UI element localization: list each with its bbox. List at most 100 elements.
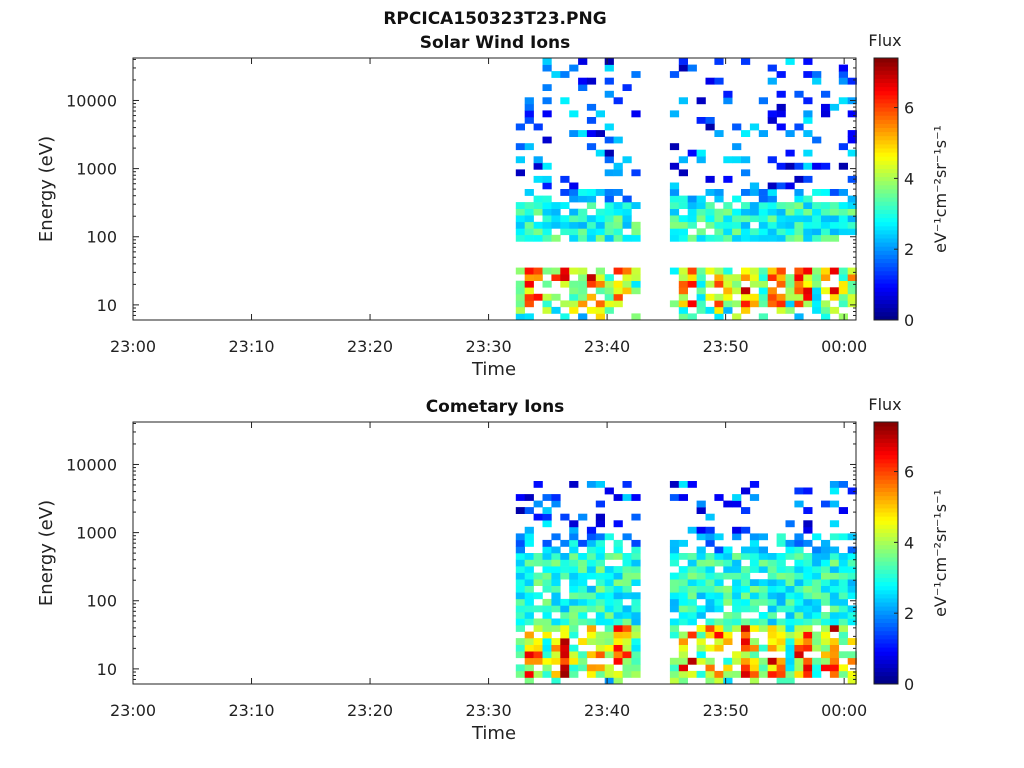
heatmap-cell — [803, 664, 813, 672]
heatmap-cell — [524, 228, 534, 236]
colorbar-swatch — [874, 422, 898, 427]
heatmap-cell — [595, 500, 605, 508]
heatmap-cell — [732, 215, 742, 223]
colorbar-swatch — [874, 479, 898, 484]
heatmap-cell — [758, 189, 768, 196]
colorbar-tick-label: 0 — [904, 311, 914, 330]
heatmap-cell — [542, 182, 552, 190]
x-tick-label: 23:30 — [466, 701, 512, 720]
heatmap-cell — [604, 572, 614, 580]
heatmap-cell — [669, 189, 680, 196]
heatmap-cell — [794, 274, 804, 281]
heatmap-cell — [794, 202, 804, 209]
heatmap-cell — [803, 572, 813, 580]
colorbar-swatch — [874, 639, 898, 644]
heatmap-cell — [741, 631, 751, 639]
heatmap-cell — [622, 156, 632, 164]
heatmap-cell — [631, 651, 641, 659]
heatmap-cell — [569, 306, 579, 314]
colorbar-swatch — [874, 66, 898, 71]
heatmap-cell — [533, 123, 543, 131]
heatmap-cell — [515, 234, 525, 242]
heatmap-cell — [604, 638, 614, 645]
heatmap-cell — [821, 651, 831, 659]
heatmap-cell — [821, 638, 831, 645]
heatmap-cell — [829, 234, 840, 242]
heatmap-cell — [542, 572, 552, 580]
heatmap-cell — [678, 293, 688, 301]
heatmap-cell — [678, 215, 688, 223]
heatmap-cell — [524, 664, 534, 672]
colorbar-swatch — [874, 213, 898, 219]
heatmap-cell — [776, 300, 786, 308]
heatmap-cell — [812, 553, 822, 560]
heatmap-cell — [829, 664, 840, 672]
heatmap-cell — [838, 592, 848, 600]
heatmap-cell — [569, 533, 579, 541]
heatmap-cell — [586, 103, 597, 111]
heatmap-cell — [542, 546, 552, 554]
heatmap-cell — [604, 77, 614, 85]
heatmap-cell — [533, 618, 543, 626]
heatmap-cell — [569, 182, 579, 190]
heatmap-cell — [669, 202, 680, 209]
heatmap-cell — [560, 618, 570, 626]
heatmap-cell — [785, 300, 795, 308]
heatmap-cell — [776, 670, 786, 678]
heatmap-cell — [560, 638, 570, 645]
heatmap-cell — [595, 644, 605, 652]
heatmap-cell — [758, 208, 768, 216]
heatmap-cell — [767, 156, 777, 164]
heatmap-cell — [847, 136, 857, 144]
heatmap-cell — [758, 130, 768, 137]
heatmap-cell — [696, 202, 706, 209]
heatmap-cell — [613, 566, 623, 573]
heatmap-cell — [604, 670, 614, 678]
heatmap-cell — [687, 618, 697, 626]
colorbar-swatch — [874, 602, 898, 607]
heatmap-cell — [714, 618, 724, 626]
heatmap-cell — [613, 553, 623, 560]
heatmap-cell — [524, 103, 534, 111]
heatmap-cell — [569, 539, 579, 547]
heatmap-cell — [847, 228, 857, 236]
heatmap-cell — [829, 625, 840, 632]
heatmap-cell — [586, 274, 597, 281]
heatmap-cell — [551, 234, 561, 242]
heatmap-cell — [821, 572, 831, 580]
heatmap-cell — [578, 657, 588, 665]
heatmap-cell — [604, 605, 614, 613]
heatmap-cell — [551, 598, 561, 606]
heatmap-cell — [687, 631, 697, 639]
heatmap-cell — [803, 625, 813, 632]
heatmap-cell — [847, 585, 857, 593]
heatmap-cell — [696, 592, 706, 600]
heatmap-cell — [696, 651, 706, 659]
heatmap-cell — [785, 306, 795, 314]
heatmap-cell — [560, 274, 570, 281]
heatmap-cell — [595, 215, 605, 223]
colorbar-swatch — [874, 618, 898, 623]
heatmap-cell — [847, 202, 857, 209]
heatmap-cell — [714, 228, 724, 236]
heatmap-cell — [515, 494, 525, 501]
heatmap-cell — [749, 182, 760, 190]
heatmap-cell — [812, 559, 822, 567]
heatmap-cell — [551, 651, 561, 659]
heatmap-cell — [838, 566, 848, 573]
heatmap-cell — [741, 58, 751, 65]
heatmap-cell — [794, 175, 804, 183]
heatmap-cell — [714, 189, 724, 196]
heatmap-cell — [785, 149, 795, 157]
heatmap-cell — [749, 605, 760, 613]
heatmap-cell — [586, 664, 597, 672]
heatmap-cell — [696, 533, 706, 541]
heatmap-cell — [741, 546, 751, 554]
heatmap-cell — [821, 189, 831, 196]
x-tick-label: 23:20 — [347, 337, 393, 356]
heatmap-cell — [794, 638, 804, 645]
heatmap-cell — [705, 585, 715, 593]
colorbar-swatch — [874, 103, 898, 108]
heatmap-cell — [687, 208, 697, 216]
heatmap-cell — [569, 234, 579, 242]
